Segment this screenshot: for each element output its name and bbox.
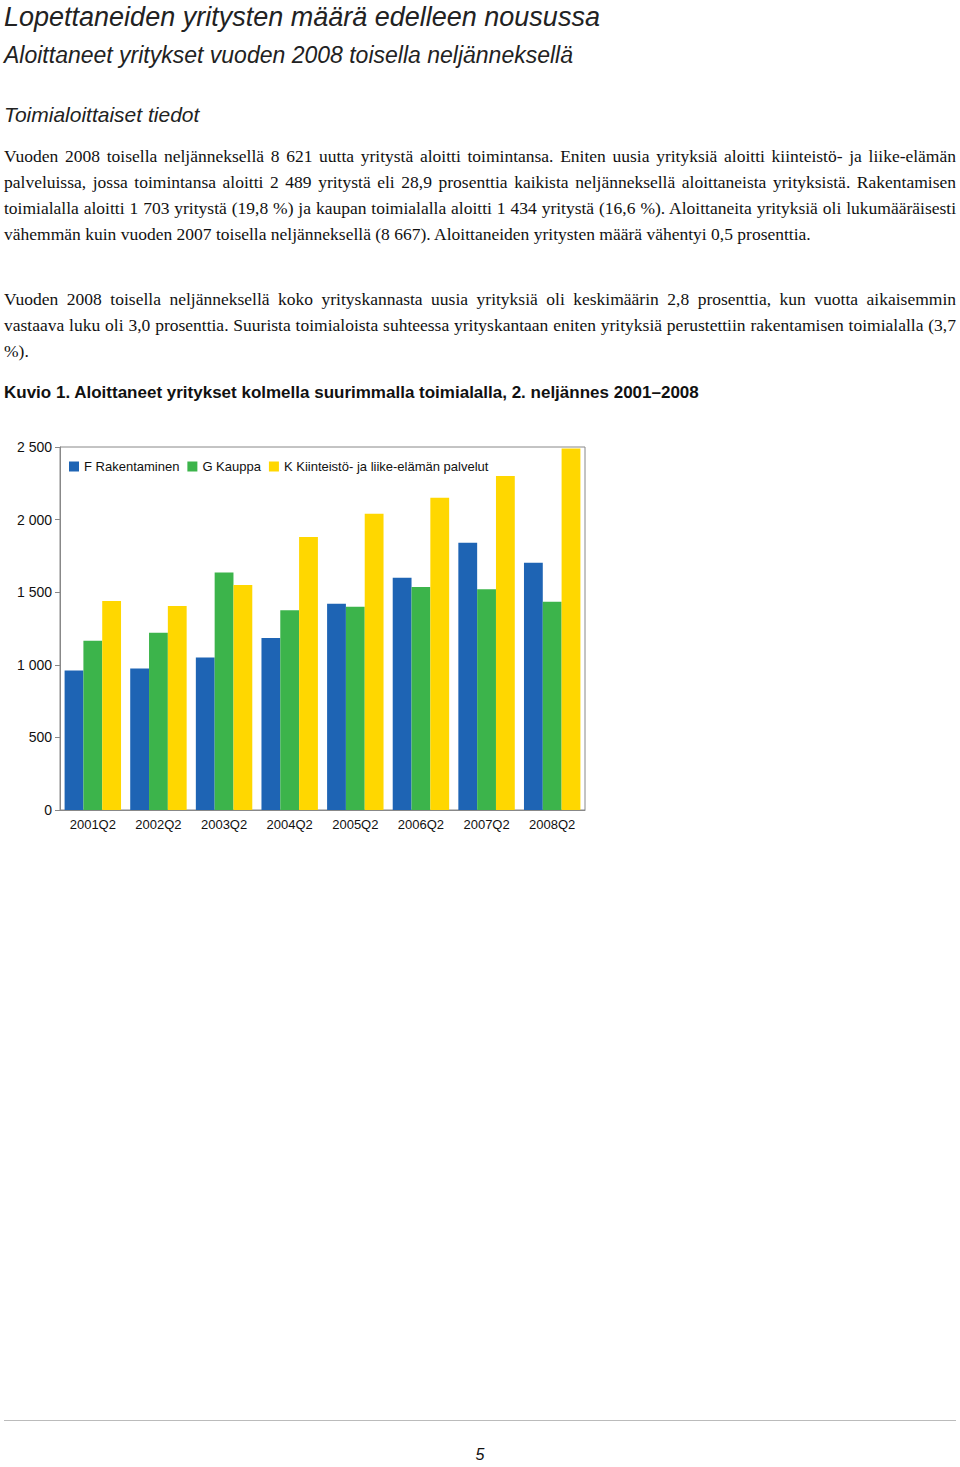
svg-text:2008Q2: 2008Q2 [529, 817, 575, 832]
svg-text:K Kiinteistö- ja liike-elämän: K Kiinteistö- ja liike-elämän palvelut [284, 459, 489, 474]
svg-text:2002Q2: 2002Q2 [135, 817, 181, 832]
svg-text:2 500: 2 500 [17, 439, 52, 455]
svg-text:1 500: 1 500 [17, 584, 52, 600]
svg-text:0: 0 [44, 802, 52, 818]
svg-text:1 000: 1 000 [17, 657, 52, 673]
html-text:Lopettaneiden yritysten määrä: Lopettaneiden yritysten määrä edelleen n… [4, 2, 600, 32]
svg-text:2006Q2: 2006Q2 [398, 817, 444, 832]
html-text:Vuoden 2008 toisella neljännek: Vuoden 2008 toisella neljänneksellä 8 62… [4, 146, 956, 244]
svg-text:F Rakentaminen: F Rakentaminen [84, 459, 179, 474]
html-text:Kuvio 1. Aloittaneet yritykset: Kuvio 1. Aloittaneet yritykset kolmella … [4, 383, 699, 402]
svg-text:G Kauppa: G Kauppa [202, 459, 261, 474]
svg-text:2 000: 2 000 [17, 512, 52, 528]
html-text:Toimialoittaiset tiedot: Toimialoittaiset tiedot [4, 103, 200, 126]
svg-text:2007Q2: 2007Q2 [463, 817, 509, 832]
svg-text:2004Q2: 2004Q2 [267, 817, 313, 832]
svg-text:2003Q2: 2003Q2 [201, 817, 247, 832]
svg-text:500: 500 [29, 729, 53, 745]
html-text:5: 5 [475, 1446, 485, 1463]
html-text:Aloittaneet yritykset vuoden 2: Aloittaneet yritykset vuoden 2008 toisel… [4, 42, 573, 68]
html-text:Vuoden 2008 toisella neljännek: Vuoden 2008 toisella neljänneksellä koko… [4, 289, 956, 361]
svg-text:2001Q2: 2001Q2 [70, 817, 116, 832]
svg-text:2005Q2: 2005Q2 [332, 817, 378, 832]
